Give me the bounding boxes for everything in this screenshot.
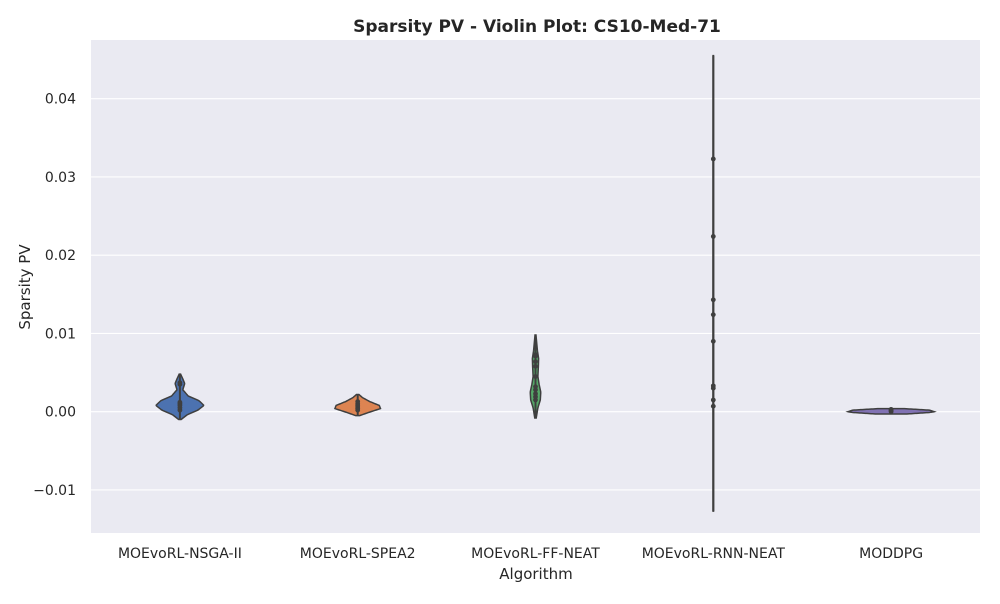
- data-point: [710, 234, 716, 239]
- data-point: [533, 374, 538, 379]
- x-tick-label: MOEvoRL-FF-NEAT: [471, 546, 600, 562]
- data-point: [710, 383, 716, 389]
- data-point: [533, 391, 538, 397]
- data-point: [710, 156, 716, 162]
- plot-area: [91, 40, 980, 533]
- data-point: [533, 352, 538, 357]
- gridlines: [91, 98, 980, 491]
- y-axis-label: Sparsity PV: [16, 244, 34, 330]
- data-point: [888, 406, 894, 412]
- x-tick-label: MODDPG: [859, 546, 923, 562]
- y-tick-label: −0.01: [33, 483, 76, 499]
- data-point: [710, 312, 716, 318]
- y-tick-label: 0.00: [45, 405, 76, 421]
- x-axis-ticks: MOEvoRL-NSGA-II MOEvoRL-SPEA2 MOEvoRL-FF-N…: [118, 546, 923, 562]
- y-axis-ticks: −0.01 0.00 0.01 0.02 0.03 0.04: [33, 92, 76, 499]
- x-axis-label: Algorithm: [499, 565, 572, 583]
- data-point: [710, 338, 716, 344]
- violins: [155, 54, 937, 512]
- x-tick-label: MOEvoRL-NSGA-II: [118, 546, 242, 562]
- violin-group: [155, 373, 205, 421]
- data-point: [177, 399, 183, 405]
- y-tick-label: 0.02: [45, 248, 76, 264]
- violin-group: [333, 393, 382, 417]
- data-point: [533, 359, 538, 365]
- x-tick-label: MOEvoRL-RNN-NEAT: [642, 546, 786, 562]
- data-point: [533, 363, 538, 369]
- y-tick-label: 0.01: [45, 326, 76, 342]
- x-tick-label: MOEvoRL-SPEA2: [300, 546, 416, 562]
- data-point: [710, 397, 716, 403]
- data-point: [355, 399, 361, 404]
- violin-group: [845, 406, 937, 415]
- data-point: [533, 384, 538, 390]
- data-point: [710, 403, 716, 409]
- y-tick-label: 0.03: [45, 170, 76, 186]
- y-tick-label: 0.04: [45, 92, 76, 108]
- chart-title: Sparsity PV - Violin Plot: CS10-Med-71: [353, 17, 721, 37]
- data-point: [177, 380, 183, 386]
- data-point: [710, 297, 716, 303]
- violin-group: [529, 334, 542, 419]
- violin-group: [710, 54, 716, 512]
